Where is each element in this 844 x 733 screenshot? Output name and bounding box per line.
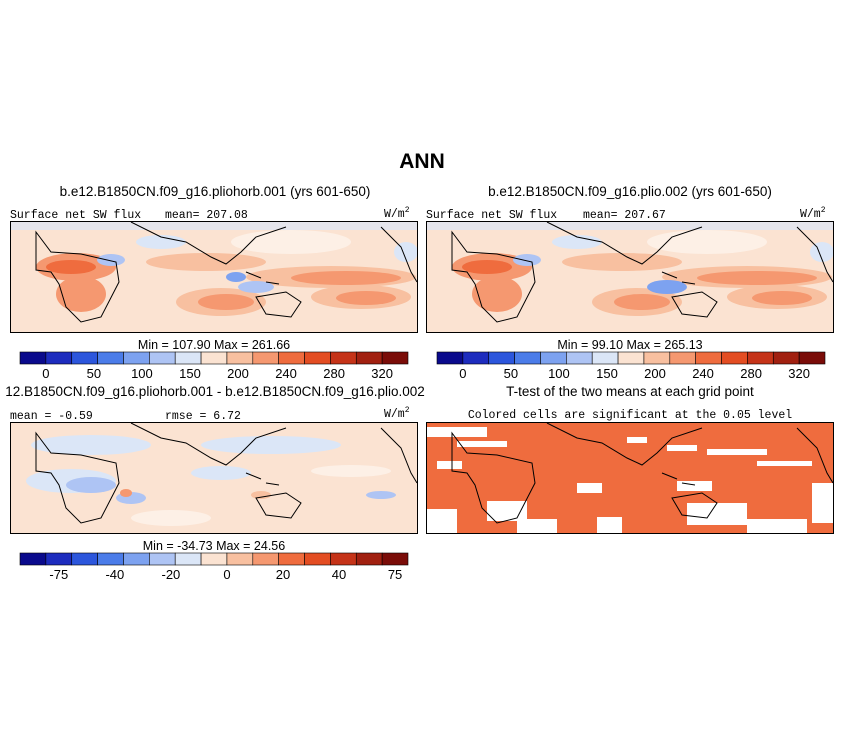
panel1-colorbar-cell bbox=[97, 351, 124, 365]
panel1-colorbar-cell bbox=[355, 351, 383, 365]
panel2-colorbar-tick-label: 240 bbox=[692, 366, 714, 381]
panel1-colorbar-cell bbox=[330, 351, 357, 365]
panel1-colorbar-tick-label: 200 bbox=[227, 366, 249, 381]
panel3-colorbar-cell bbox=[149, 552, 176, 566]
panel2-variable-label: Surface net SW flux bbox=[426, 209, 558, 222]
panel1-minmax: Min = 107.90 Max = 261.66 bbox=[137, 338, 291, 352]
panel3-colorbar-cell bbox=[304, 552, 331, 566]
panel3-colorbar-tick-label: 20 bbox=[276, 567, 290, 582]
panel2-colorbar-cell bbox=[669, 351, 696, 365]
panel2-colorbar: 0 50 100 150 200 240 280 320 bbox=[436, 351, 827, 382]
panel1-colorbar-tick-label: 240 bbox=[275, 366, 297, 381]
panel2-colorbar-cell bbox=[591, 351, 619, 365]
panel1-colorbar-cell bbox=[174, 351, 202, 365]
panel2-colorbar-cell bbox=[566, 351, 593, 365]
panel2-colorbar-cell bbox=[462, 351, 490, 365]
panel3-colorbar: -75 -40 -20 0 20 40 75 bbox=[19, 552, 410, 583]
panel1-colorbar-cell bbox=[226, 351, 254, 365]
panel1-colorbar-tick-label: 100 bbox=[131, 366, 153, 381]
panel3-colorbar-cell bbox=[330, 552, 357, 566]
panel2-colorbar-tick-label: 280 bbox=[740, 366, 762, 381]
panel3-colorbar-cell bbox=[355, 552, 383, 566]
panel3-colorbar-tick-label: 0 bbox=[223, 567, 230, 582]
panel3-rmse-label: rmse = 6.72 bbox=[165, 410, 241, 423]
panel4-title: T-test of the two means at each grid poi… bbox=[506, 384, 754, 399]
panel1-colorbar-cell bbox=[123, 351, 150, 365]
panel3-colorbar-tick-label: -40 bbox=[105, 567, 124, 582]
panel1-variable-label: Surface net SW flux bbox=[10, 209, 142, 222]
panel3-mean-label: mean = -0.59 bbox=[10, 410, 93, 423]
panel1-colorbar-tick-label: 50 bbox=[87, 366, 101, 381]
panel3-colorbar-tick-label: 40 bbox=[332, 567, 346, 582]
panel2-map bbox=[426, 221, 834, 333]
panel1-colorbar-cell bbox=[19, 351, 47, 365]
panel2-colorbar-cell bbox=[514, 351, 541, 365]
panel4-subtitle: Colored cells are significant at the 0.0… bbox=[467, 409, 793, 422]
panel4-map bbox=[426, 422, 834, 534]
panel3-colorbar-tick-label: -75 bbox=[49, 567, 68, 582]
panel1-colorbar-cell bbox=[252, 351, 279, 365]
panel2-colorbar-cell bbox=[747, 351, 774, 365]
panel2-mean-label: mean= 207.67 bbox=[583, 209, 666, 222]
panel1-units: W/m2 bbox=[384, 206, 410, 221]
panel1-colorbar-cell bbox=[200, 351, 228, 365]
panel2-units: W/m2 bbox=[800, 206, 826, 221]
panel1-colorbar-tick-label: 150 bbox=[179, 366, 201, 381]
panel2-colorbar-cell bbox=[617, 351, 645, 365]
panel2-colorbar-cell bbox=[488, 351, 515, 365]
panel1-title: b.e12.B1850CN.f09_g16.pliohorb.001 (yrs … bbox=[59, 184, 371, 199]
page-title: ANN bbox=[399, 150, 445, 173]
panel2-colorbar-cell bbox=[540, 351, 567, 365]
panel3-colorbar-cell bbox=[97, 552, 124, 566]
panel3-colorbar-cell bbox=[19, 552, 47, 566]
panel3-colorbar-tick-label: 75 bbox=[388, 567, 402, 582]
panel3-colorbar-cell bbox=[252, 552, 279, 566]
panel3-colorbar-cell bbox=[45, 552, 73, 566]
panel3-colorbar-cell bbox=[123, 552, 150, 566]
panel1-colorbar-cell bbox=[149, 351, 176, 365]
panel2-colorbar-tick-label: 100 bbox=[548, 366, 570, 381]
panel2-colorbar-tick-label: 200 bbox=[644, 366, 666, 381]
panel1-colorbar: 0 50 100 150 200 240 280 320 bbox=[19, 351, 410, 382]
panel1-colorbar-tick-label: 280 bbox=[323, 366, 345, 381]
panel3-colorbar-cell bbox=[174, 552, 202, 566]
panel2-colorbar-cell bbox=[436, 351, 464, 365]
panel2-colorbar-tick-label: 320 bbox=[788, 366, 810, 381]
panel2-colorbar-cell bbox=[643, 351, 671, 365]
panel3-colorbar-cell bbox=[226, 552, 254, 566]
panel3-title: 12.B1850CN.f09_g16.pliohorb.001 - b.e12.… bbox=[5, 384, 425, 399]
panel2-minmax: Min = 99.10 Max = 265.13 bbox=[557, 338, 703, 352]
panel2-colorbar-tick-label: 50 bbox=[504, 366, 518, 381]
panel1-colorbar-cell bbox=[71, 351, 98, 365]
panel2-title: b.e12.B1850CN.f09_g16.plio.002 (yrs 601-… bbox=[488, 184, 772, 199]
panel2-colorbar-cell bbox=[721, 351, 748, 365]
panel3-colorbar-tick-label: -20 bbox=[161, 567, 180, 582]
panel1-colorbar-cell bbox=[45, 351, 73, 365]
panel3-minmax: Min = -34.73 Max = 24.56 bbox=[142, 539, 286, 553]
panel2-colorbar-cell bbox=[772, 351, 800, 365]
panel1-map bbox=[10, 221, 418, 333]
panel1-colorbar-tick-label: 0 bbox=[42, 366, 49, 381]
panel2-colorbar-tick-label: 150 bbox=[596, 366, 618, 381]
panel3-colorbar-cell bbox=[278, 552, 305, 566]
panel3-map bbox=[10, 422, 418, 534]
panel1-colorbar-cell bbox=[278, 351, 305, 365]
panel1-colorbar-tick-label: 320 bbox=[371, 366, 393, 381]
panel1-colorbar-cell bbox=[381, 351, 409, 365]
panel3-units: W/m2 bbox=[384, 406, 410, 421]
panel2-colorbar-cell bbox=[798, 351, 826, 365]
panel2-colorbar-tick-label: 0 bbox=[459, 366, 466, 381]
panel1-mean-label: mean= 207.08 bbox=[165, 209, 248, 222]
panel2-colorbar-cell bbox=[695, 351, 722, 365]
panel3-colorbar-cell bbox=[381, 552, 409, 566]
panel3-colorbar-cell bbox=[71, 552, 98, 566]
panel1-colorbar-cell bbox=[304, 351, 331, 365]
panel3-colorbar-cell bbox=[200, 552, 228, 566]
